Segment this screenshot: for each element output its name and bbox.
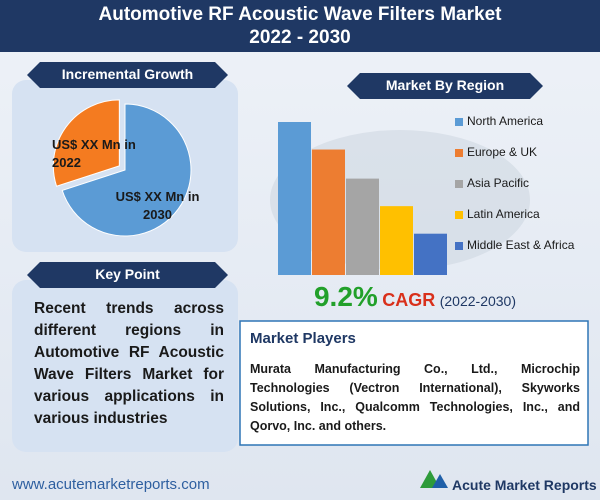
keypoint-text: Recent trends across different regions i… xyxy=(34,300,224,427)
bar xyxy=(380,206,413,275)
banner-text: Key Point xyxy=(95,266,160,282)
pie-label: US$ XX Mn in 2030 xyxy=(115,189,200,222)
legend-label: Europe & UK xyxy=(467,145,538,159)
cagr-value: 9.2% xyxy=(313,281,378,312)
banner xyxy=(347,73,543,99)
title-bar xyxy=(0,0,600,52)
bar xyxy=(312,149,345,275)
banner xyxy=(27,262,228,288)
cagr-label: CAGR xyxy=(382,290,436,310)
banner xyxy=(27,62,228,88)
bar xyxy=(346,178,379,275)
footer-logo: Acute Market Reports xyxy=(452,477,597,493)
legend-swatch xyxy=(455,211,463,219)
legend-swatch xyxy=(455,149,463,157)
title: Automotive RF Acoustic Wave Filters Mark… xyxy=(98,4,502,25)
bar xyxy=(278,122,311,275)
pie-label: US$ XX Mn in 2022 xyxy=(52,137,136,170)
banner-text: Market By Region xyxy=(385,77,505,93)
legend-label: Middle East & Africa xyxy=(467,238,575,252)
players-text: Murata Manufacturing Co., Ltd., Microchi… xyxy=(250,362,580,433)
legend-label: Asia Pacific xyxy=(467,176,530,190)
legend-label: Latin America xyxy=(467,207,540,221)
subtitle: 2022 - 2030 xyxy=(249,27,351,48)
players-box xyxy=(239,320,589,446)
pie-slice xyxy=(52,99,120,187)
legend-label: North America xyxy=(467,114,544,128)
cagr: 9.2% CAGR (2022-2030) xyxy=(245,281,585,313)
legend-swatch xyxy=(455,118,463,126)
footer-url: www.acutemarketreports.com xyxy=(12,476,210,493)
keypoint-box xyxy=(12,280,238,452)
pie-slice xyxy=(61,103,192,237)
players-heading: Market Players xyxy=(250,330,356,347)
legend-swatch xyxy=(455,242,463,250)
cagr-period: (2022-2030) xyxy=(439,293,516,309)
legend-swatch xyxy=(455,180,463,188)
bar xyxy=(414,233,447,275)
banner-text: Incremental Growth xyxy=(61,66,194,82)
logo-icon xyxy=(432,474,448,488)
